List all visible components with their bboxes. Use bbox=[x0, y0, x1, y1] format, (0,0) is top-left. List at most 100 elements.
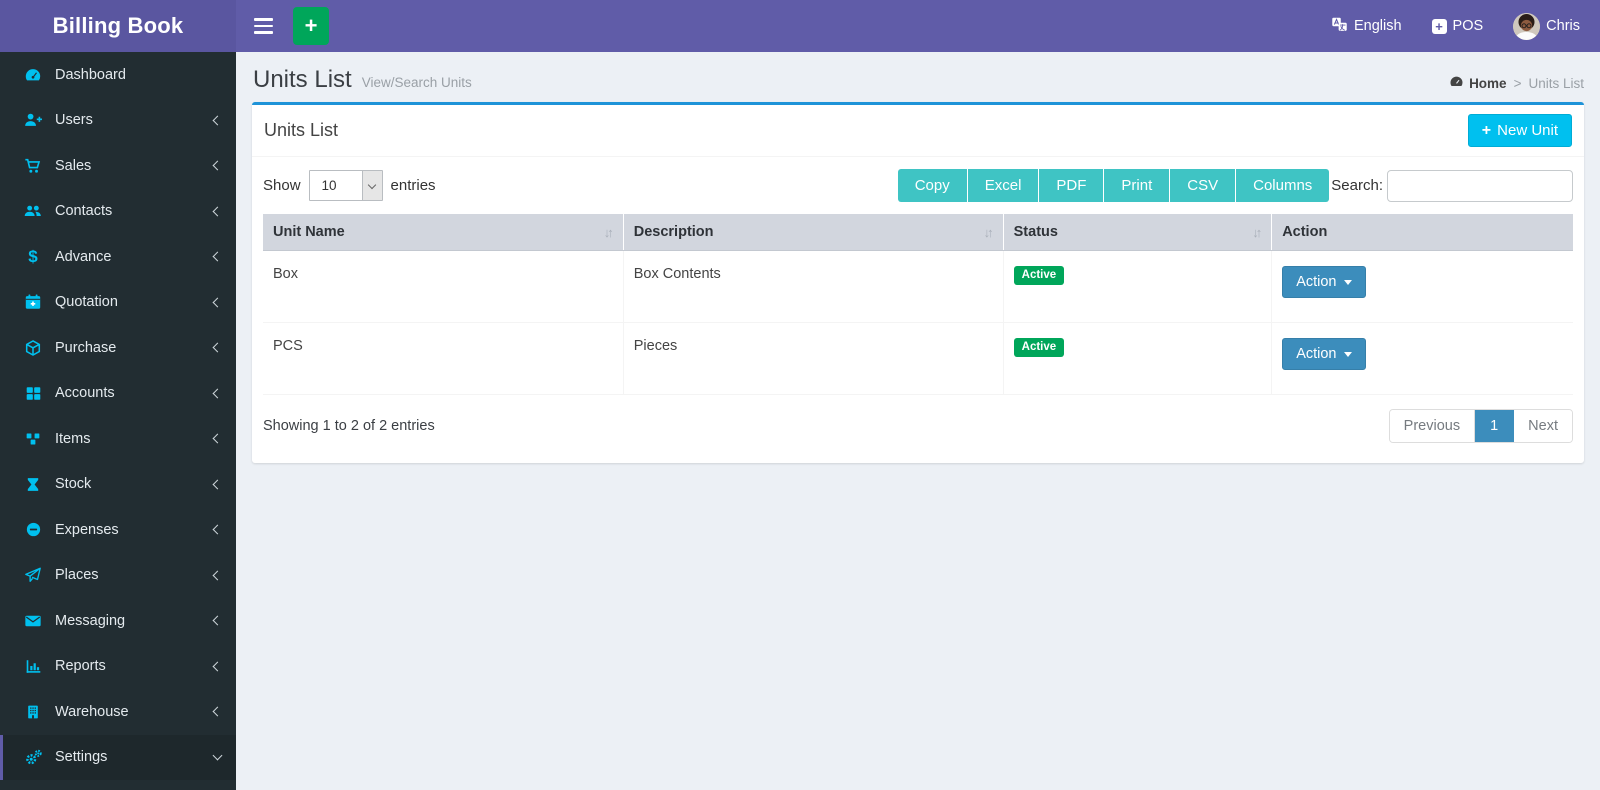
sidebar-item-advance[interactable]: $ Advance bbox=[0, 234, 236, 280]
entries-label: entries bbox=[390, 177, 436, 194]
envelope-icon bbox=[23, 612, 43, 630]
cell-description: Box Contents bbox=[623, 250, 1004, 323]
breadcrumb-home[interactable]: Home bbox=[1449, 74, 1507, 92]
chevron-left-icon bbox=[212, 342, 223, 353]
chevron-left-icon bbox=[212, 706, 223, 717]
csv-button[interactable]: CSV bbox=[1170, 169, 1237, 202]
language-menu[interactable]: English bbox=[1331, 16, 1402, 37]
pos-menu[interactable]: + POS bbox=[1431, 18, 1484, 34]
cell-unit-name: PCS bbox=[263, 322, 624, 395]
chevron-left-icon bbox=[212, 251, 223, 262]
chevron-left-icon bbox=[212, 297, 223, 308]
language-label: English bbox=[1353, 18, 1402, 34]
sidebar-item-settings[interactable]: Settings bbox=[0, 734, 236, 780]
sidebar-item-stock[interactable]: Stock bbox=[0, 462, 236, 508]
status-badge: Active bbox=[1013, 266, 1065, 285]
sort-icon: ↓↑ bbox=[983, 224, 994, 240]
app-title: Billing Book bbox=[52, 13, 184, 38]
card-title: Units List bbox=[264, 120, 339, 140]
show-label: Show bbox=[263, 177, 301, 194]
sidebar-item-users[interactable]: Users bbox=[0, 98, 236, 144]
sidebar-item-places[interactable]: Places bbox=[0, 553, 236, 599]
excel-button[interactable]: Excel bbox=[967, 169, 1040, 202]
building-icon bbox=[23, 703, 43, 721]
gears-icon bbox=[23, 748, 43, 766]
dashboard-icon bbox=[23, 66, 43, 84]
sidebar-item-items[interactable]: Items bbox=[0, 416, 236, 462]
previous-page-button[interactable]: Previous bbox=[1389, 410, 1476, 442]
cart-icon bbox=[23, 157, 43, 175]
table-row: Box Box Contents Active Action bbox=[263, 250, 1573, 323]
columns-button[interactable]: Columns bbox=[1236, 169, 1330, 202]
cell-action: Action bbox=[1271, 322, 1573, 395]
cell-action: Action bbox=[1271, 250, 1573, 323]
sidebar-item-sales[interactable]: Sales bbox=[0, 143, 236, 189]
app-logo[interactable]: Billing Book bbox=[0, 0, 236, 52]
users-icon bbox=[23, 202, 43, 220]
units-table: Unit Name ↓↑ Description ↓↑ Status ↓↑ Actio… bbox=[263, 214, 1573, 395]
avatar bbox=[1513, 12, 1541, 40]
minus-circle-icon bbox=[23, 521, 43, 539]
pagination: Previous 1 Next bbox=[1388, 409, 1573, 443]
hamburger-menu-icon[interactable] bbox=[248, 10, 279, 42]
column-header-unit-name[interactable]: Unit Name ↓↑ bbox=[263, 214, 624, 251]
next-page-button[interactable]: Next bbox=[1514, 410, 1572, 442]
column-header-description[interactable]: Description ↓↑ bbox=[623, 214, 1004, 251]
column-header-status[interactable]: Status ↓↑ bbox=[1003, 214, 1273, 251]
navbar-main: + English + POS bbox=[236, 0, 1600, 52]
chevron-left-icon bbox=[212, 570, 223, 581]
grid-icon bbox=[23, 384, 43, 402]
units-list-card: Units List + New Unit Show 10 entries bbox=[252, 102, 1584, 463]
dollar-icon: $ bbox=[28, 247, 38, 267]
row-action-button[interactable]: Action bbox=[1282, 338, 1366, 370]
plus-icon: + bbox=[1481, 121, 1492, 139]
cell-description: Pieces bbox=[623, 322, 1004, 395]
chevron-left-icon bbox=[212, 479, 223, 490]
entries-summary: Showing 1 to 2 of 2 entries bbox=[263, 418, 435, 434]
cell-status: Active bbox=[1003, 250, 1273, 323]
page-subtitle: View/Search Units bbox=[361, 75, 472, 90]
plus-square-icon: + bbox=[1431, 18, 1447, 34]
quick-add-button[interactable]: + bbox=[293, 7, 329, 45]
page-number-button[interactable]: 1 bbox=[1475, 410, 1515, 442]
sidebar-item-reports[interactable]: Reports bbox=[0, 644, 236, 690]
calendar-plus-icon bbox=[23, 293, 43, 311]
search-label: Search: bbox=[1331, 177, 1383, 194]
plus-icon: + bbox=[304, 13, 318, 38]
chevron-left-icon bbox=[212, 160, 223, 171]
sidebar: Dashboard Users Sales Contact bbox=[0, 52, 236, 790]
table-row: PCS Pieces Active Action bbox=[263, 322, 1573, 395]
row-action-button[interactable]: Action bbox=[1282, 266, 1366, 298]
sidebar-item-contacts[interactable]: Contacts bbox=[0, 189, 236, 235]
new-unit-button[interactable]: + New Unit bbox=[1467, 114, 1572, 147]
sidebar-item-quotation[interactable]: Quotation bbox=[0, 280, 236, 326]
user-name: Chris bbox=[1546, 18, 1580, 34]
page-size-select[interactable]: 10 bbox=[308, 170, 383, 201]
sidebar-item-purchase[interactable]: Purchase bbox=[0, 325, 236, 371]
sidebar-item-dashboard[interactable]: Dashboard bbox=[0, 52, 236, 98]
main-content: Units List View/Search Units Home > Unit… bbox=[236, 52, 1600, 790]
copy-button[interactable]: Copy bbox=[897, 169, 968, 202]
print-button[interactable]: Print bbox=[1104, 169, 1171, 202]
sidebar-item-accounts[interactable]: Accounts bbox=[0, 371, 236, 417]
sidebar-item-messaging[interactable]: Messaging bbox=[0, 598, 236, 644]
cell-unit-name: Box bbox=[263, 250, 624, 323]
top-navbar: Billing Book + English + POS bbox=[0, 0, 1600, 52]
cell-status: Active bbox=[1003, 322, 1273, 395]
user-menu[interactable]: Chris bbox=[1513, 12, 1580, 40]
chevron-left-icon bbox=[212, 615, 223, 626]
chevron-down-icon bbox=[212, 750, 223, 761]
status-badge: Active bbox=[1013, 338, 1065, 357]
pdf-button[interactable]: PDF bbox=[1039, 169, 1105, 202]
pos-label: POS bbox=[1452, 18, 1484, 34]
chevron-left-icon bbox=[212, 388, 223, 399]
page-title: Units List bbox=[253, 66, 352, 93]
search-input[interactable] bbox=[1387, 169, 1573, 202]
breadcrumb-separator: > bbox=[1513, 75, 1522, 91]
sidebar-item-warehouse[interactable]: Warehouse bbox=[0, 689, 236, 735]
chevron-left-icon bbox=[212, 115, 223, 126]
language-icon bbox=[1331, 16, 1348, 37]
export-button-group: Copy Excel PDF Print CSV Columns bbox=[897, 169, 1330, 202]
sidebar-item-expenses[interactable]: Expenses bbox=[0, 507, 236, 553]
cubes-icon bbox=[23, 430, 43, 448]
